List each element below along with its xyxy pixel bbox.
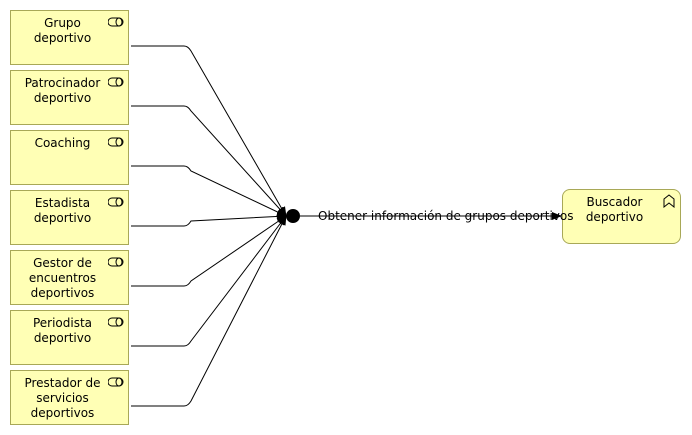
flow-line-estadista[interactable] xyxy=(131,216,286,226)
actor-label: Gestor de encuentros deportivos xyxy=(15,256,110,301)
role-icon xyxy=(108,257,124,267)
role-icon xyxy=(108,317,124,327)
actor-coaching[interactable]: Coaching xyxy=(10,130,129,185)
role-icon xyxy=(108,77,124,87)
actor-estadista[interactable]: Estadista deportivo xyxy=(10,190,129,245)
role-icon xyxy=(108,197,124,207)
flow-label: Obtener información de grupos deportivos xyxy=(318,209,573,224)
role-icon xyxy=(108,17,124,27)
actor-label: Patrocinador deportivo xyxy=(15,76,110,106)
role-icon xyxy=(108,137,124,147)
actor-label: Periodista deportivo xyxy=(15,316,110,346)
actor-label: Coaching xyxy=(15,136,110,151)
target-element-buscador[interactable]: Buscador deportivo xyxy=(562,189,681,244)
flow-line-patrocinador[interactable] xyxy=(131,106,286,216)
flow-line-periodista[interactable] xyxy=(131,216,286,346)
actor-label: Prestador de servicios deportivos xyxy=(15,376,110,421)
role-icon xyxy=(108,377,124,387)
actor-prestador[interactable]: Prestador de servicios deportivos xyxy=(10,370,129,425)
target-label: Buscador deportivo xyxy=(567,195,662,225)
actor-label: Estadista deportivo xyxy=(15,196,110,226)
actor-label: Grupo deportivo xyxy=(15,16,110,46)
actor-periodista[interactable]: Periodista deportivo xyxy=(10,310,129,365)
actor-patrocinador[interactable]: Patrocinador deportivo xyxy=(10,70,129,125)
actor-grupo[interactable]: Grupo deportivo xyxy=(10,10,129,65)
function-icon xyxy=(663,194,675,208)
actor-gestor[interactable]: Gestor de encuentros deportivos xyxy=(10,250,129,305)
flow-line-prestador[interactable] xyxy=(131,216,286,406)
junction-point[interactable] xyxy=(286,209,300,223)
